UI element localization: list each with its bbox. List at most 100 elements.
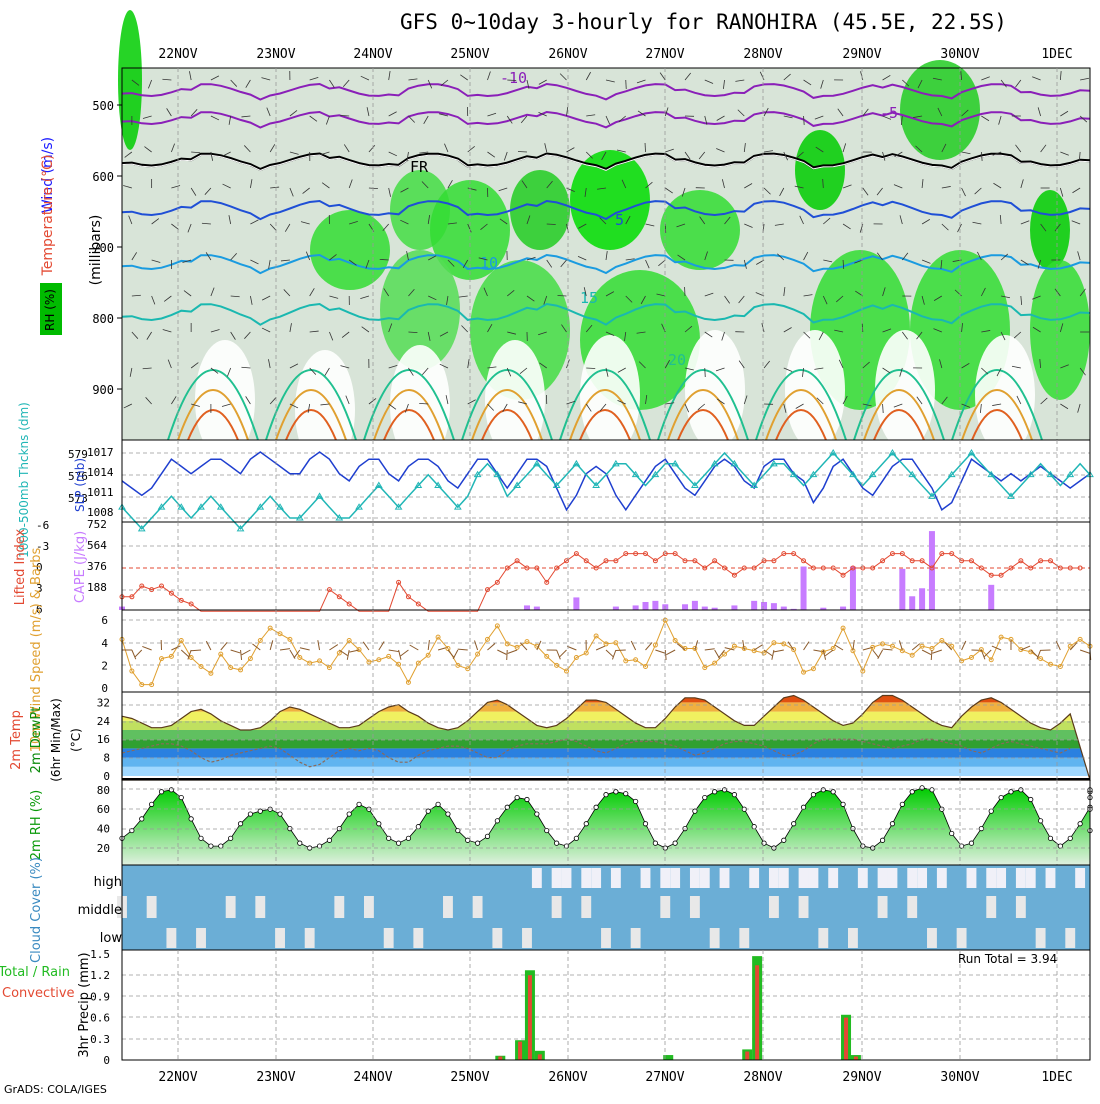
cloud-gap-low bbox=[848, 928, 858, 948]
dry-bulb bbox=[195, 340, 255, 460]
temp-tick-label: 16 bbox=[97, 733, 110, 746]
wind-barb-10m bbox=[135, 650, 142, 657]
cloud-gap-high bbox=[888, 868, 898, 888]
precip-convective-bar bbox=[498, 1056, 502, 1060]
rh-moist-area bbox=[795, 130, 845, 210]
rh-marker bbox=[969, 841, 973, 845]
cloud-level-label: middle bbox=[78, 903, 122, 918]
lifted-index-line bbox=[122, 554, 1080, 612]
lifted-axis-label: Lifted Index bbox=[13, 528, 28, 605]
wind-tick-label: 4 bbox=[101, 637, 108, 650]
cloud-gap-high bbox=[907, 868, 917, 888]
wind-barb-10m bbox=[873, 650, 879, 658]
chart-title: GFS 0~10day 3-hourly for RANOHIRA (45.5E… bbox=[400, 10, 1007, 34]
rh-marker bbox=[149, 802, 153, 806]
cape-bar bbox=[633, 605, 639, 610]
cloud-gap-low bbox=[522, 928, 532, 948]
wind-barb-10m bbox=[772, 650, 774, 660]
wind-barb-10m bbox=[242, 650, 251, 655]
cape-bar bbox=[692, 601, 698, 610]
cloud-gap-low bbox=[818, 928, 828, 948]
rh-marker bbox=[228, 836, 232, 840]
rh-moist-area bbox=[1030, 190, 1070, 270]
rh-marker bbox=[791, 822, 795, 826]
cloud-gap-low bbox=[492, 928, 502, 948]
rh-marker bbox=[673, 841, 677, 845]
cloud-gap-low bbox=[957, 928, 967, 948]
wind-barb-10m bbox=[567, 646, 576, 650]
wind-barb-10m bbox=[1080, 650, 1089, 653]
rh-marker bbox=[653, 841, 657, 845]
wind-barb-10m bbox=[497, 650, 506, 654]
wind-barb-10m bbox=[507, 650, 508, 660]
rh-marker bbox=[722, 788, 726, 792]
wind-barb-10m bbox=[931, 650, 932, 660]
cloud-gap-middle bbox=[769, 896, 779, 918]
rh-area bbox=[122, 788, 1090, 865]
cloud-level-label: high bbox=[94, 875, 122, 890]
cloud-gap-low bbox=[166, 928, 176, 948]
cloud-gap-middle bbox=[552, 896, 562, 918]
rh-axis-label: RH (%) bbox=[43, 289, 57, 331]
cloud-gap-high bbox=[641, 868, 651, 888]
isotherm-label: 5 bbox=[615, 211, 624, 229]
isotherm-label: 10 bbox=[480, 254, 498, 272]
temp-band bbox=[122, 748, 1090, 757]
rh-marker bbox=[515, 795, 519, 799]
top-date-label: 23NOV bbox=[256, 47, 295, 62]
rh-marker bbox=[841, 802, 845, 806]
rh-marker bbox=[900, 802, 904, 806]
rh-moist-area bbox=[510, 170, 570, 250]
cape-bar bbox=[534, 607, 540, 610]
rh-marker bbox=[1009, 790, 1013, 794]
rh-marker bbox=[1038, 819, 1042, 823]
rh-tick-label: 80 bbox=[97, 784, 110, 797]
rh-marker bbox=[535, 812, 539, 816]
cape-bar bbox=[850, 567, 856, 610]
rh-moist-area bbox=[310, 210, 390, 290]
rh-marker bbox=[1078, 822, 1082, 826]
rh-marker bbox=[614, 790, 618, 794]
rh-marker bbox=[416, 824, 420, 828]
rh-marker bbox=[584, 822, 588, 826]
wind-barb-10m bbox=[241, 650, 242, 660]
rh-marker bbox=[327, 838, 331, 842]
cape-bar bbox=[751, 601, 757, 610]
rh-marker bbox=[248, 812, 252, 816]
rh-marker bbox=[1029, 797, 1033, 801]
wind-10m-panel bbox=[122, 610, 1090, 692]
cloud-gap-middle bbox=[226, 896, 236, 918]
thickness-line bbox=[122, 453, 1090, 529]
rh-marker bbox=[446, 812, 450, 816]
rh-marker bbox=[525, 797, 529, 801]
cloud-gap-low bbox=[1065, 928, 1075, 948]
cloud-gap-high bbox=[749, 868, 759, 888]
temp-tick-label: 0 bbox=[103, 770, 110, 783]
cloud-gap-high bbox=[1016, 868, 1026, 888]
cape-bar bbox=[702, 607, 708, 610]
wind-barb-10m bbox=[962, 641, 966, 650]
bottom-date-label: 25NOV bbox=[450, 1070, 489, 1085]
bottom-date-label: 26NOV bbox=[548, 1070, 587, 1085]
cloud-gap-high bbox=[532, 868, 542, 888]
cloud-gap-high bbox=[799, 868, 809, 888]
cape-bar bbox=[573, 597, 579, 610]
wind-barb-10m bbox=[754, 645, 762, 650]
wind-tick-label: 2 bbox=[101, 659, 108, 672]
cloud-gap-high bbox=[690, 868, 700, 888]
li-cape-panel bbox=[122, 522, 1090, 610]
wind-barb-10m bbox=[270, 640, 273, 650]
rh-marker bbox=[920, 786, 924, 790]
cloud-gap-middle bbox=[581, 896, 591, 918]
top-date-label: 27NOV bbox=[645, 47, 684, 62]
temp-tick-label: 8 bbox=[103, 752, 110, 765]
wind-barb-10m bbox=[508, 650, 517, 653]
wind-barb-10m bbox=[410, 645, 419, 650]
top-date-label: 1DEC bbox=[1041, 47, 1072, 62]
precip-run-total: Run Total = 3.94 bbox=[958, 952, 1057, 966]
cape-bar bbox=[731, 605, 737, 610]
rh-marker bbox=[466, 838, 470, 842]
wind-barb-10m bbox=[655, 650, 665, 653]
cape-axis-label: CAPE (J/kg) bbox=[73, 531, 88, 603]
rh-tick-label: 20 bbox=[97, 842, 110, 855]
